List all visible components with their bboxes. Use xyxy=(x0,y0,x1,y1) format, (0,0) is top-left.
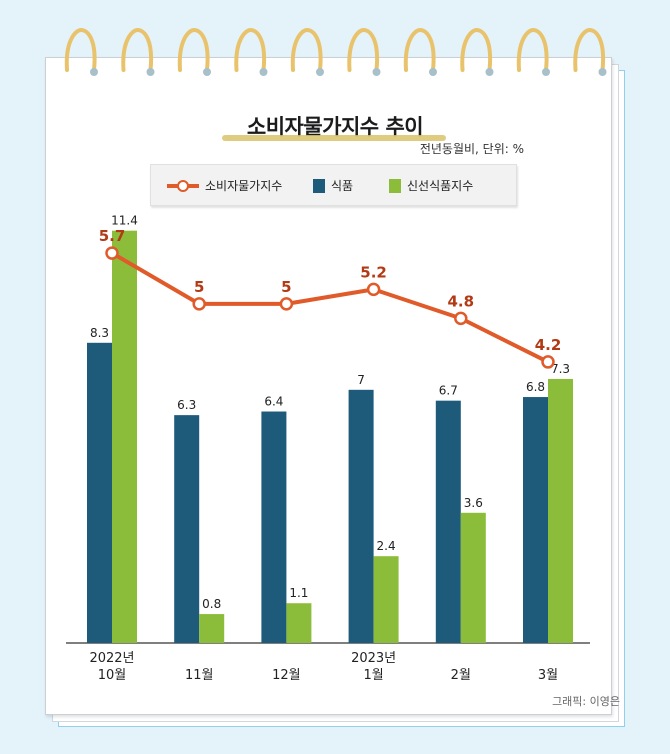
cpi-point xyxy=(105,246,119,260)
legend: 소비자물가지수 식품 신선식품지수 xyxy=(150,164,517,206)
x-tick-label: 2023년 xyxy=(351,651,396,666)
legend-label-cpi: 소비자물가지수 xyxy=(205,179,283,193)
fresh-bar-label: 11.4 xyxy=(111,214,138,228)
cpi-point-label: 5 xyxy=(281,278,291,296)
legend-label-food: 식품 xyxy=(331,179,354,193)
fresh-bar-label: 0.8 xyxy=(202,597,221,611)
fresh-bar xyxy=(199,614,225,643)
legend-item-fresh: 신선식품지수 xyxy=(389,177,473,194)
legend-item-food: 식품 xyxy=(313,177,353,194)
x-tick-label: 2022년 xyxy=(89,651,134,666)
x-tick-label: 10월 xyxy=(98,668,127,683)
fresh-bar xyxy=(112,230,137,643)
food-bar-label: 6.3 xyxy=(177,398,196,412)
cpi-point-label: 5 xyxy=(194,278,204,296)
x-tick-label: 11월 xyxy=(185,668,214,683)
food-bar xyxy=(87,342,112,643)
food-bar-label: 6.4 xyxy=(264,395,283,409)
cpi-point xyxy=(454,311,468,326)
cpi-point xyxy=(192,297,206,311)
food-bar xyxy=(174,415,200,643)
fresh-swatch-icon xyxy=(389,178,401,193)
unit-note: 전년동월비, 단위: % xyxy=(419,142,524,156)
food-bar-label: 8.3 xyxy=(90,326,109,340)
food-bar xyxy=(261,411,287,643)
cpi-point xyxy=(279,297,294,311)
x-tick-label: 12월 xyxy=(272,668,301,683)
line-marker-icon xyxy=(167,179,199,192)
legend-item-cpi: 소비자물가지수 xyxy=(167,177,282,194)
fresh-bar-label: 3.6 xyxy=(464,496,483,510)
food-bar xyxy=(523,397,548,643)
cpi-point-label: 5.7 xyxy=(99,227,126,245)
food-bar-label: 6.7 xyxy=(439,384,458,398)
fresh-bar-label: 1.1 xyxy=(289,586,308,600)
fresh-bar-label: 2.4 xyxy=(377,539,396,553)
cpi-line xyxy=(110,251,549,364)
x-tick-label: 2월 xyxy=(451,668,471,683)
graphic-credit: 그래픽: 이영은 xyxy=(552,695,620,708)
legend-label-fresh: 신선식품지수 xyxy=(407,179,474,193)
cpi-point-label: 5.2 xyxy=(360,263,387,281)
food-bar xyxy=(348,389,374,643)
food-bar-label: 7 xyxy=(357,373,365,387)
fresh-bar xyxy=(286,603,312,643)
food-swatch-icon xyxy=(313,178,325,193)
cpi-point xyxy=(366,282,381,297)
fresh-bar-label: 7.3 xyxy=(551,362,570,376)
x-tick-label: 3월 xyxy=(538,668,558,683)
fresh-bar xyxy=(373,556,399,643)
food-bar-label: 6.8 xyxy=(526,380,545,394)
cpi-point xyxy=(541,355,555,369)
fresh-bar xyxy=(548,378,573,643)
cpi-point-label: 4.8 xyxy=(448,292,475,310)
food-bar xyxy=(435,400,461,643)
x-tick-label: 1월 xyxy=(363,668,383,683)
fresh-bar xyxy=(460,512,486,643)
cpi-point-label: 4.2 xyxy=(535,336,562,354)
title-underline xyxy=(222,135,446,141)
